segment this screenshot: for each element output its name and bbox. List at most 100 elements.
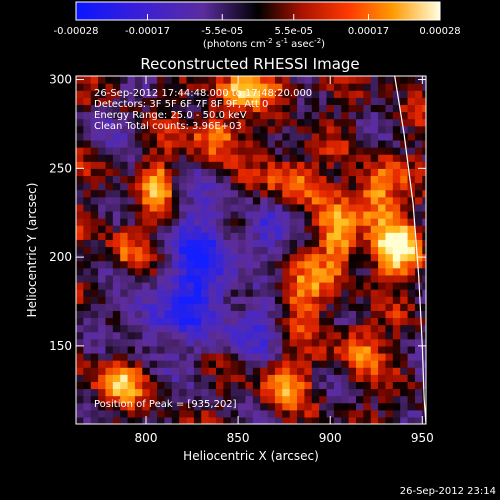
heatmap-cell: [245, 367, 254, 375]
heatmap-cell: [319, 303, 328, 311]
heatmap-cell: [120, 97, 129, 106]
heatmap-cell: [260, 409, 269, 418]
heatmap-cell: [400, 303, 409, 311]
heatmap-cell: [282, 381, 291, 390]
heatmap-cell: [216, 274, 224, 283]
heatmap-cell: [208, 189, 217, 198]
heatmap-cell: [348, 90, 357, 98]
heatmap-cell: [414, 218, 423, 226]
heatmap-cell: [311, 331, 320, 340]
heatmap-cell: [289, 381, 298, 390]
heatmap-cell: [363, 196, 372, 205]
heatmap-cell: [90, 97, 99, 106]
heatmap-cell: [392, 111, 401, 120]
heatmap-cell: [392, 161, 401, 169]
heatmap-cell: [385, 260, 394, 269]
heatmap-cell: [422, 296, 426, 304]
heatmap-cell: [400, 168, 409, 177]
heatmap-cell: [76, 296, 84, 304]
heatmap-cell: [282, 274, 291, 283]
heatmap-cell: [319, 182, 328, 191]
heatmap-cell: [282, 76, 291, 84]
heatmap-cell: [193, 274, 202, 283]
heatmap-cell: [90, 402, 99, 411]
heatmap-cell: [326, 232, 335, 240]
heatmap-cell: [98, 289, 107, 297]
heatmap-cell: [112, 281, 121, 290]
heatmap-cell: [414, 360, 423, 368]
y-tick-label: 300: [49, 73, 72, 87]
heatmap-cell: [164, 317, 173, 326]
heatmap-cell: [98, 232, 107, 240]
heatmap-cell: [422, 260, 426, 269]
heatmap-cell: [348, 97, 357, 106]
heatmap-cell: [252, 97, 261, 106]
heatmap-cell: [370, 296, 379, 304]
heatmap-cell: [341, 267, 350, 276]
heatmap-cell: [378, 274, 387, 283]
heatmap-cell: [83, 218, 92, 226]
heatmap-cell: [297, 331, 306, 340]
heatmap-cell: [370, 90, 379, 98]
heatmap-cell: [297, 132, 306, 141]
heatmap-cell: [274, 303, 283, 311]
heatmap-cell: [311, 239, 320, 248]
heatmap-cell: [76, 338, 84, 347]
heatmap-cell: [252, 416, 261, 424]
heatmap-cell: [98, 274, 107, 283]
heatmap-cell: [208, 182, 217, 191]
heatmap-cell: [120, 175, 129, 184]
heatmap-cell: [216, 196, 224, 205]
heatmap-cell: [260, 324, 269, 333]
heatmap-cell: [186, 360, 195, 368]
heatmap-cell: [223, 139, 232, 148]
heatmap-cell: [186, 218, 195, 226]
heatmap-cell: [201, 345, 210, 354]
heatmap-cell: [333, 118, 342, 127]
heatmap-cell: [363, 388, 372, 397]
heatmap-cell: [76, 310, 84, 319]
heatmap-cell: [186, 83, 195, 91]
heatmap-cell: [223, 331, 232, 340]
heatmap-cell: [98, 168, 107, 177]
heatmap-cell: [326, 296, 335, 304]
heatmap-cell: [274, 175, 283, 184]
heatmap-cell: [326, 104, 335, 113]
heatmap-cell: [356, 267, 364, 276]
heatmap-cell: [385, 139, 394, 148]
heatmap-cell: [311, 374, 320, 382]
heatmap-cell: [83, 367, 92, 375]
colorbar-tick-label: 5.5e-05: [275, 26, 313, 37]
heatmap-cell: [120, 203, 129, 212]
heatmap-cell: [400, 374, 409, 382]
heatmap-cell: [193, 324, 202, 333]
heatmap-cell: [223, 104, 232, 113]
heatmap-cell: [333, 352, 342, 361]
heatmap-cell: [208, 324, 217, 333]
heatmap-cell: [149, 317, 158, 326]
heatmap-cell: [120, 239, 129, 248]
heatmap-cell: [274, 203, 283, 212]
heatmap-cell: [238, 218, 247, 226]
heatmap-cell: [112, 76, 121, 84]
heatmap-cell: [90, 76, 99, 84]
heatmap-cell: [216, 388, 224, 397]
heatmap-cell: [326, 210, 335, 219]
heatmap-cell: [193, 296, 202, 304]
heatmap-cell: [90, 253, 99, 262]
heatmap-cell: [171, 289, 180, 297]
heatmap-cell: [252, 154, 261, 162]
heatmap-cell: [311, 111, 320, 120]
heatmap-cell: [304, 395, 313, 404]
heatmap-cell: [385, 267, 394, 276]
heatmap-cell: [252, 310, 261, 319]
heatmap-cell: [297, 395, 306, 404]
heatmap-cell: [267, 132, 276, 141]
heatmap-cell: [311, 232, 320, 240]
heatmap-cell: [83, 118, 92, 127]
heatmap-cell: [392, 331, 401, 340]
heatmap-cell: [127, 409, 136, 418]
heatmap-cell: [311, 395, 320, 404]
heatmap-cell: [282, 253, 291, 262]
heatmap-cell: [193, 289, 202, 297]
